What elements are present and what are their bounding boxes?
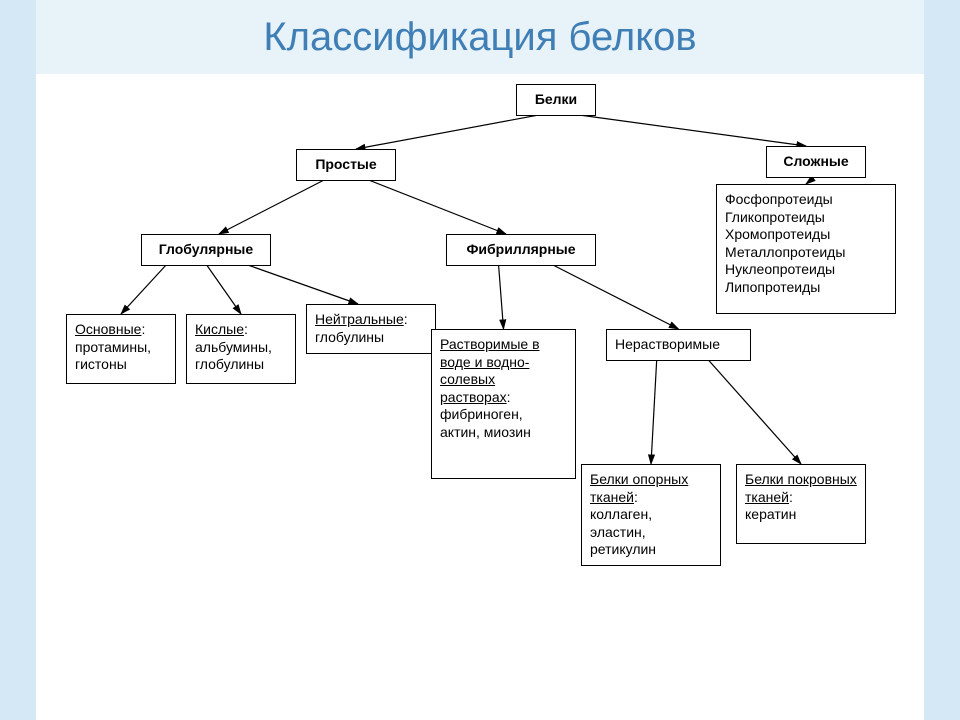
edge-globular-acidic bbox=[206, 264, 241, 314]
node-simple: Простые bbox=[296, 149, 396, 181]
bg-left-strip bbox=[0, 0, 36, 720]
node-basic: Основные:протамины,гистоны bbox=[66, 314, 176, 384]
bg-right-strip bbox=[924, 0, 960, 720]
node-cover: Белки покровных тканей:кератин bbox=[736, 464, 866, 544]
node-globular: Глобулярные bbox=[141, 234, 271, 266]
node-support: Белки опорных тканей:коллаген,эластин,ре… bbox=[581, 464, 721, 566]
node-soluble: Растворимые в воде и водно-солевых раств… bbox=[431, 329, 576, 479]
page-title: Классификация белков bbox=[263, 15, 696, 60]
edge-fibrillar-insoluble bbox=[551, 264, 679, 329]
node-acidic: Кислые:альбумины,глобулины bbox=[186, 314, 296, 384]
edge-fibrillar-soluble bbox=[499, 264, 504, 329]
title-band: Классификация белков bbox=[36, 0, 924, 74]
edge-simple-fibrillar bbox=[366, 179, 506, 234]
node-complex: Сложные bbox=[766, 146, 866, 178]
edge-globular-basic bbox=[121, 264, 167, 314]
page-root: Классификация белков Белки Простые Сложные… bbox=[0, 0, 960, 720]
node-root: Белки bbox=[516, 84, 596, 116]
node-fibrillar: Фибриллярные bbox=[446, 234, 596, 266]
edge-insoluble-support bbox=[651, 359, 657, 464]
diagram-canvas: Белки Простые Сложные Глобулярные Фибриллярн… bbox=[36, 74, 924, 710]
edge-root-complex bbox=[572, 114, 806, 146]
node-insoluble: Нерастворимые bbox=[606, 329, 751, 361]
edge-globular-neutral bbox=[245, 264, 358, 304]
edge-simple-globular bbox=[219, 179, 326, 234]
edge-insoluble-cover bbox=[708, 359, 802, 464]
node-neutral: Нейтральные:глобулины bbox=[306, 304, 436, 354]
edge-root-simple bbox=[356, 114, 544, 149]
node-complex_list: ФосфопротеидыГликопротеидыХромопротеидыМ… bbox=[716, 184, 896, 314]
